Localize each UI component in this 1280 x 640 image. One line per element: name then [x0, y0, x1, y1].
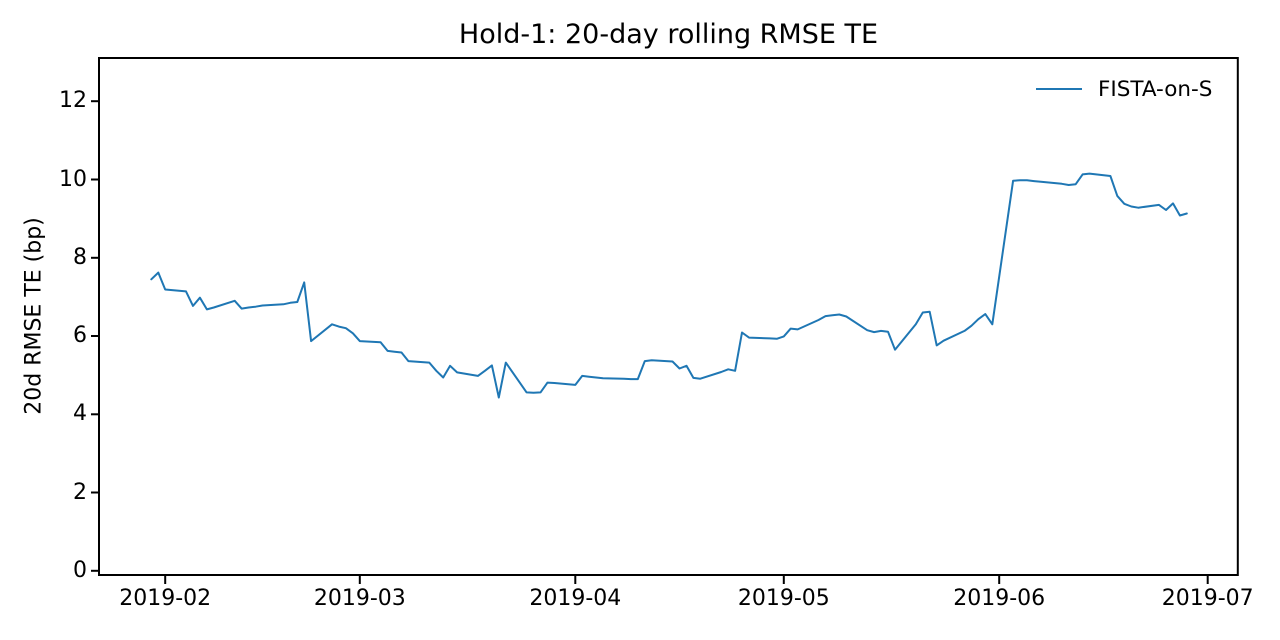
y-tick-label: 0: [73, 557, 87, 583]
x-tick-label: 2019-07: [1161, 586, 1254, 611]
y-tick-label: 4: [73, 401, 87, 427]
x-tick-label: 2019-05: [737, 586, 830, 611]
x-tick-label: 2019-04: [529, 586, 622, 611]
legend-series-label: FISTA-on-S: [1098, 76, 1213, 102]
chart-title: Hold-1: 20-day rolling RMSE TE: [458, 19, 879, 50]
y-tick-label: 10: [59, 166, 87, 192]
legend-line-sample-icon: [1036, 88, 1082, 90]
legend: FISTA-on-S: [1036, 75, 1212, 103]
y-tick-label: 6: [73, 323, 87, 348]
series-line-FISTA-on-S: [150, 172, 1188, 399]
x-tick-label: 2019-03: [313, 586, 406, 611]
y-tick-label: 8: [73, 244, 87, 270]
x-tick-label: 2019-02: [119, 586, 212, 611]
y-tick-label: 2: [73, 479, 87, 505]
y-tick-label: 12: [59, 88, 87, 114]
x-tick-label: 2019-06: [953, 586, 1046, 611]
axis-frame: [98, 57, 1239, 576]
